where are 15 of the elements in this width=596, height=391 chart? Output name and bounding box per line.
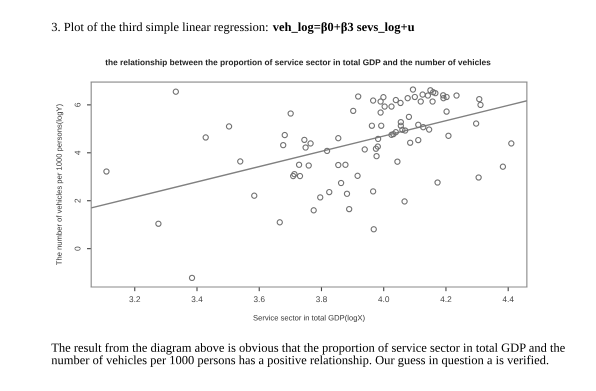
text: The result from the diagram above is obvious that the proportion of service sector in total GDP and the number of vehicles per 1000 persons has a positive relationship. Our guess in question a is verified.	[51, 343, 565, 367]
y-tick-label: 6	[74, 102, 81, 107]
text: veh_log=β0+β3 sevs_log+u	[272, 22, 414, 34]
y-tick-label: 2	[74, 198, 80, 203]
chart-title: the relationship between the proportion of service sector in total GDP and the number of vehicles	[105, 59, 490, 67]
y-tick-label: 0	[74, 246, 81, 251]
x-tick-label: 4.2	[440, 296, 452, 302]
x-tick-label: 3.8	[316, 296, 327, 302]
y-tick-label: 4	[74, 150, 80, 155]
x-tick-label: 3.2	[129, 296, 140, 302]
x-tick-label: 4.4	[502, 296, 514, 302]
text: 3. Plot of the third simple linear regression:	[52, 22, 268, 34]
x-tick-label: 4.0	[378, 296, 390, 302]
x-tick-label: 3.6	[254, 296, 265, 302]
x-tick-label: 3.4	[192, 296, 203, 302]
